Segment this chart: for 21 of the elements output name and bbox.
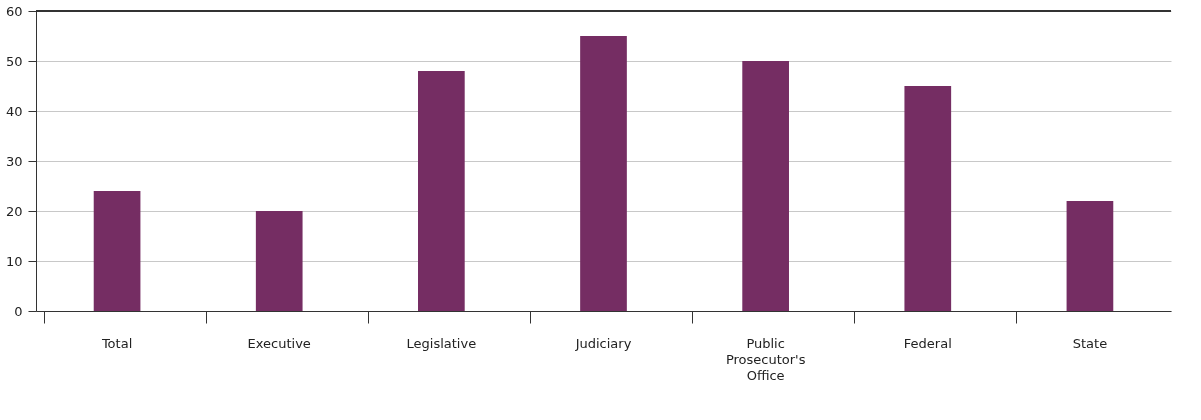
y-tick-label: 40 <box>5 103 23 119</box>
bar <box>1066 201 1114 311</box>
bar <box>418 71 465 311</box>
x-tick-label: Total <box>100 335 133 351</box>
x-tick-label: Public Prosecutor's Office <box>725 335 806 383</box>
y-tick-label: 0 <box>14 303 23 319</box>
x-tick-label: State <box>1072 335 1108 351</box>
x-tick-label: Judiciary <box>574 335 632 351</box>
x-tick-label: Executive <box>247 335 311 351</box>
x-tick-label: Legislative <box>406 335 477 351</box>
y-tick-label: 50 <box>5 53 23 69</box>
bar <box>255 211 303 311</box>
x-tick-label: Federal <box>903 335 952 351</box>
y-tick-label: 60 <box>5 3 23 19</box>
bar <box>904 86 952 311</box>
y-tick-label: 20 <box>5 203 23 219</box>
y-tick-label: 30 <box>5 153 23 169</box>
bar <box>742 61 789 311</box>
y-tick-label: 10 <box>5 253 23 269</box>
bar <box>93 191 141 311</box>
bar <box>580 36 627 311</box>
